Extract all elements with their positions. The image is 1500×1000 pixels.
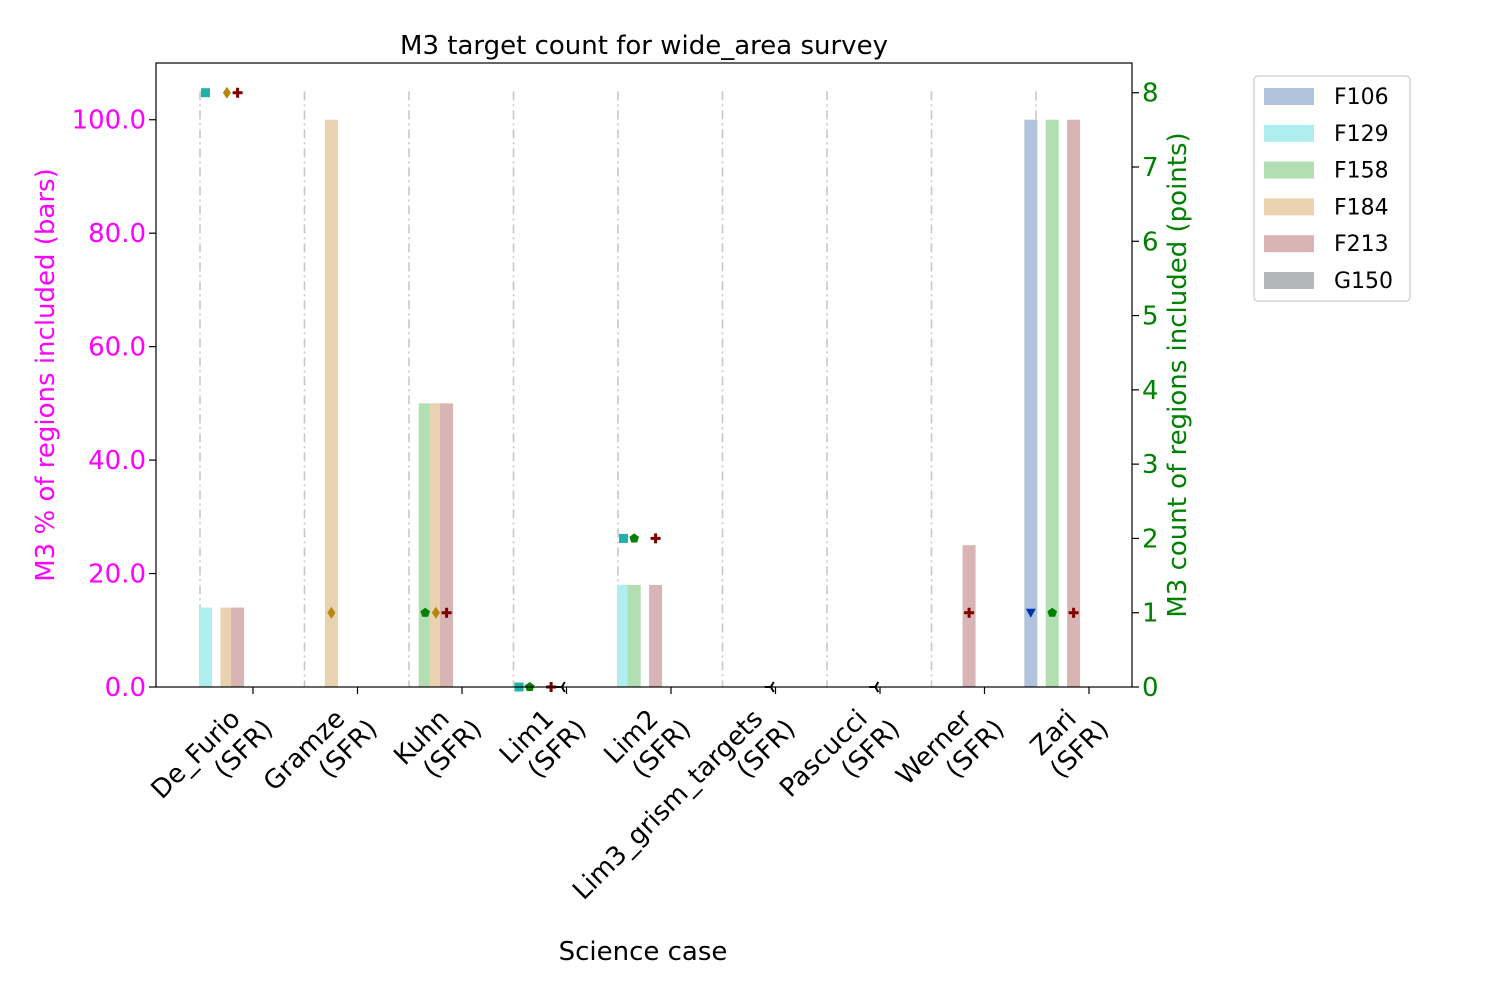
right-tick-label: 8 [1142, 79, 1159, 109]
right-tick-label: 2 [1142, 524, 1159, 554]
left-tick-label: 60.0 [88, 333, 146, 363]
marker-f158 [420, 607, 430, 617]
chart-title: M3 target count for wide_area survey [400, 31, 888, 61]
bar-f129 [617, 584, 630, 687]
bar-f158 [1045, 119, 1059, 687]
legend-label-f106: F106 [1334, 85, 1389, 110]
right-tick-label: 1 [1142, 599, 1159, 629]
count-markers [201, 86, 1079, 693]
plot-frame [155, 62, 1133, 688]
legend-label-g150: G150 [1334, 269, 1393, 294]
marker-f106 [1025, 608, 1036, 618]
marker-f213 [650, 533, 661, 544]
right-tick-label: 7 [1142, 153, 1159, 183]
legend-label-f184: F184 [1334, 195, 1389, 220]
right-tick-label: 3 [1142, 450, 1159, 480]
marker-f213 [232, 87, 243, 98]
marker-f158 [1047, 607, 1057, 617]
marker-f213 [441, 607, 452, 618]
legend-swatch-f213 [1264, 235, 1314, 253]
bars [199, 119, 1081, 687]
bar-f129 [199, 607, 212, 687]
bar-f213 [440, 403, 454, 687]
x-tick-label: De_Furio(SFR) [146, 693, 280, 827]
left-tick-label: 100.0 [72, 106, 146, 136]
legend-swatch-f184 [1264, 198, 1314, 216]
x-tick-label: Werner(SFR) [891, 693, 1011, 813]
x-tick-label: Zari(SFR) [1023, 693, 1115, 785]
marker-f184 [327, 606, 336, 619]
legend-swatch-f158 [1264, 161, 1314, 179]
legend-swatch-g150 [1264, 272, 1314, 289]
bar-f213 [231, 607, 245, 687]
legend-swatch-f106 [1264, 88, 1314, 105]
left-y-axis: 0.0 20.0 40.0 60.0 80.0 100.0 [72, 106, 156, 703]
marker-f184 [431, 606, 440, 619]
legend-swatch-f129 [1264, 124, 1314, 142]
bar-f106 [1024, 119, 1038, 687]
bar-f213 [649, 584, 663, 687]
left-y-axis-label: M3 % of regions included (bars) [31, 168, 61, 582]
right-tick-label: 4 [1142, 376, 1159, 406]
marker-f129 [201, 88, 210, 98]
bar-f158 [627, 584, 641, 687]
x-tick-label: Lim1(SFR) [494, 693, 593, 792]
left-tick-label: 20.0 [88, 560, 146, 590]
x-tick-label: Gramze(SFR) [258, 693, 384, 819]
right-y-axis: 0 1 2 3 4 5 6 7 8 [1132, 79, 1159, 703]
x-axis-label: Science case [559, 937, 728, 967]
legend-label-f158: F158 [1334, 159, 1389, 184]
bar-f184 [429, 403, 443, 687]
x-tick-label: Kuhn(SFR) [388, 693, 488, 793]
x-tick-label: Pascucci(SFR) [774, 693, 906, 825]
legend-label-f129: F129 [1334, 122, 1389, 147]
marker-f184 [222, 86, 231, 99]
legend: F106 F129 F158 F184 F213 G150 [1253, 75, 1411, 302]
bar-f184 [324, 119, 338, 687]
x-axis: De_Furio(SFR)Gramze(SFR) Kuhn(SFR) Lim1(SF… [146, 687, 1115, 906]
marker-f213 [964, 607, 975, 618]
left-tick-label: 40.0 [88, 446, 146, 476]
right-y-axis-label: M3 count of regions included (points) [1163, 132, 1193, 617]
left-tick-label: 80.0 [88, 219, 146, 249]
bar-f158 [418, 403, 432, 687]
bar-f184 [220, 607, 234, 687]
marker-f158 [629, 533, 639, 543]
marker-f129 [619, 533, 628, 543]
marker-f213 [1068, 607, 1079, 618]
right-tick-label: 6 [1142, 227, 1159, 257]
bar-f213 [1067, 119, 1081, 687]
legend-label-f213: F213 [1334, 232, 1389, 257]
left-tick-label: 0.0 [105, 673, 146, 703]
right-tick-label: 0 [1142, 673, 1159, 703]
right-tick-label: 5 [1142, 302, 1159, 332]
